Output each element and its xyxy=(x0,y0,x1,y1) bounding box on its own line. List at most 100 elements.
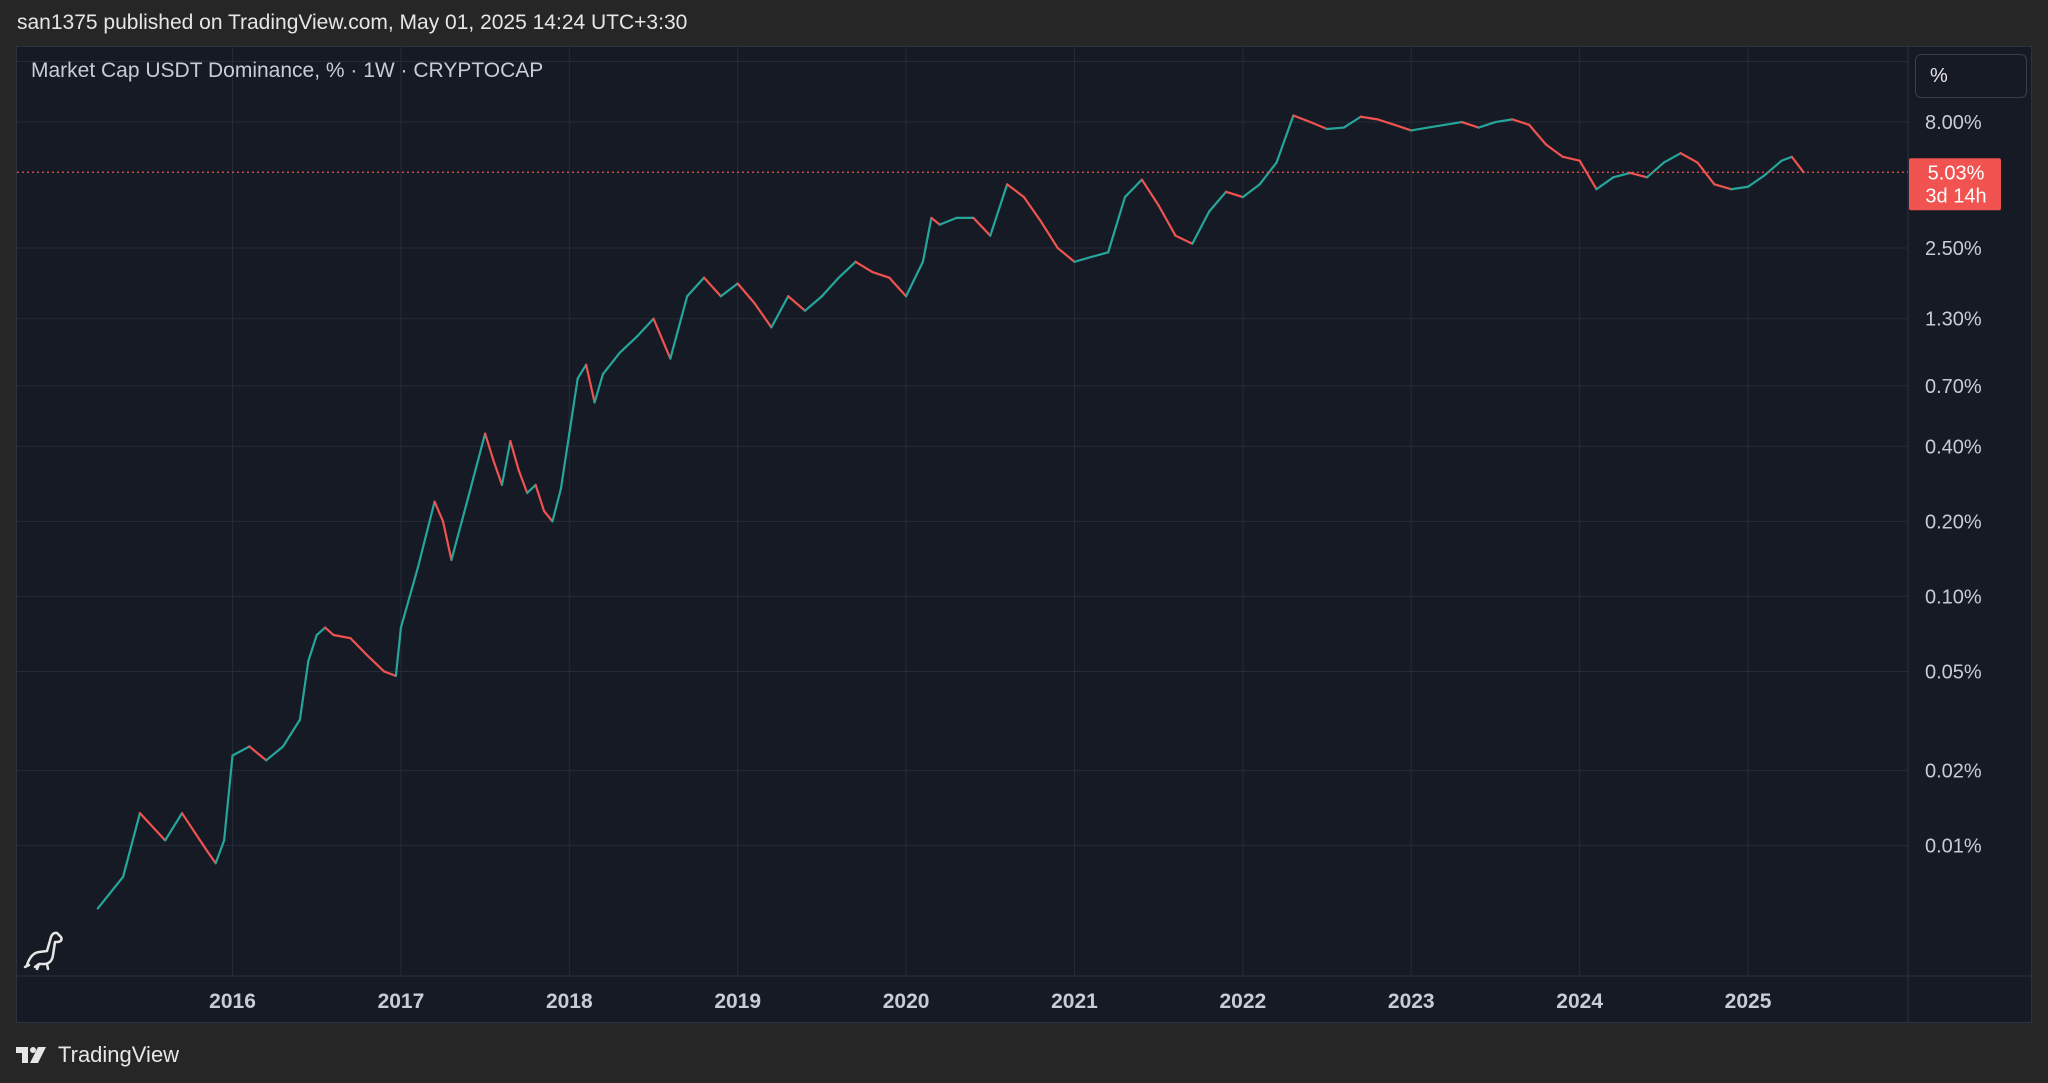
series-segment xyxy=(1174,234,1194,245)
series-segment xyxy=(1713,183,1733,191)
x-tick-label: 2022 xyxy=(1220,990,1267,1013)
series-segment xyxy=(1157,204,1177,237)
series-segment xyxy=(1056,246,1076,263)
series-segment xyxy=(1073,255,1093,263)
series-segment xyxy=(1107,195,1127,254)
series-segment xyxy=(618,335,638,354)
y-tick-label: 0.40% xyxy=(1925,436,1982,458)
series-segment xyxy=(1595,176,1615,191)
series-segment xyxy=(1696,161,1716,186)
chart-plot[interactable]: 14.00%8.00%2.50%1.30%0.70%0.40%0.20%0.10… xyxy=(17,47,2032,1023)
series-segment xyxy=(121,812,142,878)
series-segment xyxy=(989,183,1009,237)
series-segment xyxy=(930,216,941,226)
x-tick-label: 2018 xyxy=(546,990,593,1013)
series-segment xyxy=(1494,118,1514,124)
series-segment xyxy=(433,500,445,523)
series-segment xyxy=(416,500,436,570)
series-segment xyxy=(281,718,301,748)
series-segment xyxy=(206,850,217,865)
x-tick-label: 2020 xyxy=(883,990,930,1013)
series-segment xyxy=(1629,171,1649,179)
series-segment xyxy=(1359,115,1379,121)
series-segment xyxy=(1511,118,1531,126)
series-segment xyxy=(686,276,706,298)
series-segment xyxy=(526,483,537,495)
series-segment xyxy=(1309,120,1329,131)
y-tick-label: 0.05% xyxy=(1925,661,1982,683)
series-segment xyxy=(517,469,529,495)
series-segment xyxy=(1275,114,1295,164)
series-segment xyxy=(1039,220,1059,250)
series-segment xyxy=(1679,152,1699,164)
series-segment xyxy=(719,282,739,298)
series-segment xyxy=(568,377,579,435)
percent-scale-button[interactable]: % xyxy=(1915,54,2027,98)
series-segment xyxy=(307,633,318,663)
last-price-badge xyxy=(1909,158,2001,211)
x-tick-label: 2017 xyxy=(378,990,425,1013)
y-tick-label: 0.10% xyxy=(1925,586,1982,608)
series-segment xyxy=(450,496,470,562)
series-segment xyxy=(248,745,268,762)
series-segment xyxy=(1662,152,1682,164)
series-segment xyxy=(394,626,403,677)
series-segment xyxy=(1561,155,1581,162)
y-tick-label: 0.70% xyxy=(1925,376,1982,398)
series-segment xyxy=(399,566,419,629)
series-segment xyxy=(298,660,310,721)
series-segment xyxy=(1410,126,1430,132)
series-segment xyxy=(382,670,397,677)
y-tick-label: 1.30% xyxy=(1925,309,1982,331)
bar-countdown: 3d 14h xyxy=(1925,185,1986,207)
y-tick-label: 8.00% xyxy=(1925,112,1982,134)
series-segment xyxy=(1426,123,1447,129)
series-segment xyxy=(753,302,773,329)
series-segment xyxy=(500,439,512,487)
series-segment xyxy=(770,295,790,329)
x-tick-label: 2016 xyxy=(209,990,256,1013)
series-segment xyxy=(576,363,588,380)
series-segment xyxy=(1528,123,1548,146)
series-segment xyxy=(1140,178,1160,207)
series-segment xyxy=(1645,161,1665,179)
series-segment xyxy=(1544,143,1564,158)
series-segment xyxy=(837,260,857,279)
series-segment xyxy=(231,745,251,757)
series-segment xyxy=(593,372,605,404)
series-segment xyxy=(1325,126,1345,131)
published-text: san1375 published on TradingView.com, Ma… xyxy=(17,11,688,34)
x-tick-label: 2025 xyxy=(1725,990,1772,1013)
x-tick-label: 2023 xyxy=(1388,990,1435,1013)
series-segment xyxy=(1443,120,1463,126)
series-segment xyxy=(787,295,807,312)
percent-scale-label: % xyxy=(1930,64,1948,87)
series-segment xyxy=(854,260,874,274)
series-segment xyxy=(1460,120,1480,129)
series-segment xyxy=(1292,114,1312,124)
series-segment xyxy=(1022,195,1042,223)
series-segment xyxy=(265,745,285,762)
series-segment xyxy=(96,875,125,910)
series-segment xyxy=(635,317,655,338)
series-segment xyxy=(1780,155,1793,162)
series-segment xyxy=(702,276,722,298)
chart-panel[interactable]: 14.00%8.00%2.50%1.30%0.70%0.40%0.20%0.10… xyxy=(16,46,2032,1023)
series-segment xyxy=(509,439,520,472)
series-segment xyxy=(551,487,562,523)
series-segment xyxy=(1477,120,1497,129)
series-segment xyxy=(315,626,327,637)
series-segment xyxy=(888,276,908,298)
series-segment xyxy=(1790,155,1805,174)
series-segment xyxy=(349,637,369,657)
series-segment xyxy=(652,317,672,360)
series-segment xyxy=(669,295,689,360)
y-tick-label: 0.20% xyxy=(1925,511,1982,533)
series-segment xyxy=(1763,159,1783,177)
y-tick-label: 2.50% xyxy=(1925,238,1982,260)
series-segment xyxy=(1730,185,1750,191)
series-segment xyxy=(138,812,167,842)
series-segment xyxy=(820,276,840,298)
x-tick-label: 2024 xyxy=(1556,990,1603,1013)
series-segment xyxy=(921,216,933,263)
